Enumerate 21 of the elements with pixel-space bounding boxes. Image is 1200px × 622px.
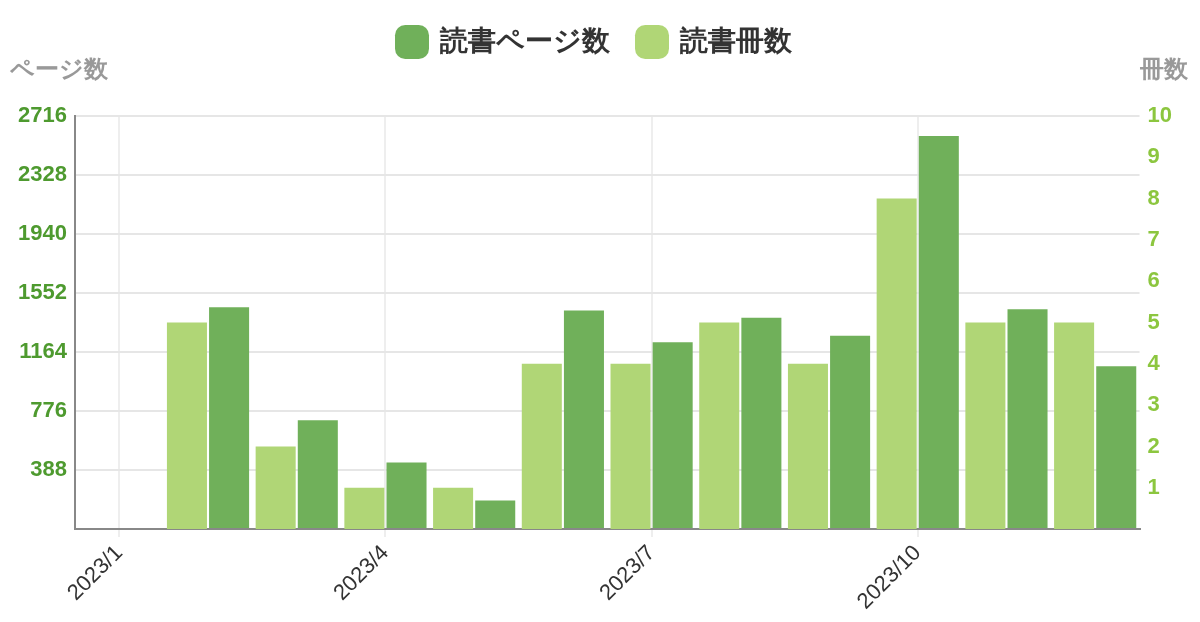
y2-tick-label: 7	[1147, 225, 1160, 251]
y2-tick-label: 10	[1147, 102, 1173, 128]
y2-tick-label: 1	[1147, 473, 1160, 499]
legend-label: 読書冊数	[679, 24, 793, 56]
y-tick-label: 1164	[19, 338, 68, 364]
y2-tick-label: 8	[1147, 184, 1160, 210]
y2-tick-label: 3	[1147, 391, 1160, 417]
legend-label: 読書ページ数	[439, 24, 611, 56]
y-tick-label: 2328	[17, 161, 67, 187]
y2-tick-label: 2	[1147, 432, 1160, 458]
y2-tick-label: 6	[1147, 267, 1160, 293]
y2-tick-label: 5	[1147, 308, 1160, 334]
y2-tick-label: 9	[1147, 143, 1160, 169]
y-tick-label: 1940	[17, 220, 67, 246]
y-tick-label: 388	[30, 456, 67, 482]
y-tick-label: 776	[30, 397, 67, 423]
y2-tick-label: 4	[1147, 349, 1161, 375]
y-tick-label: 1552	[17, 279, 67, 305]
y-tick-label: 2716	[17, 102, 67, 128]
y-axis-title: ページ数	[9, 54, 109, 82]
y2-axis-title: 冊数	[1139, 54, 1189, 82]
